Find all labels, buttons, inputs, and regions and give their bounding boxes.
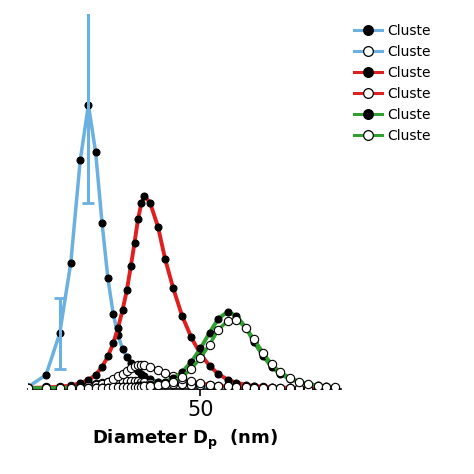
- Legend: Cluste, Cluste, Cluste, Cluste, Cluste, Cluste: Cluste, Cluste, Cluste, Cluste, Cluste, …: [351, 21, 434, 146]
- X-axis label: Diameter D$_\mathregular{p}$  (nm): Diameter D$_\mathregular{p}$ (nm): [92, 428, 278, 452]
